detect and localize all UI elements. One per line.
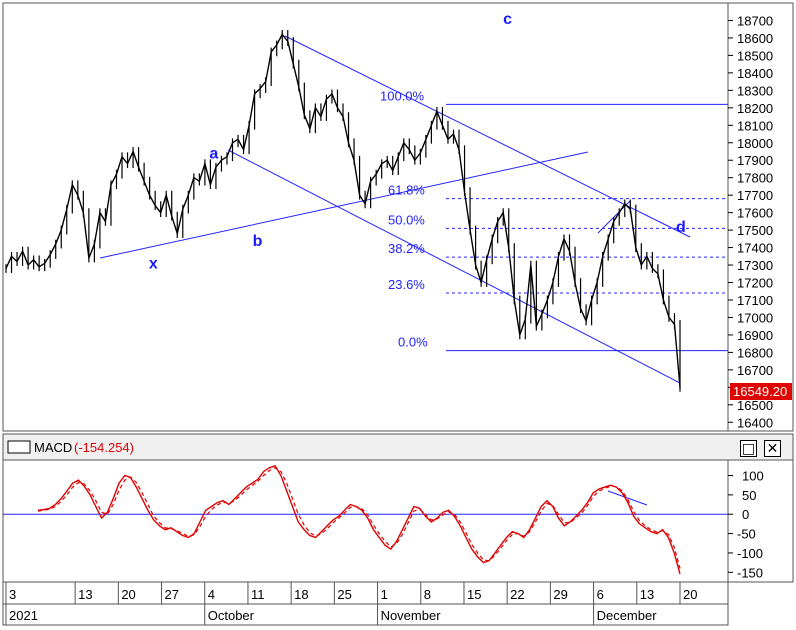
- day-tick-label: 29: [553, 587, 567, 602]
- month-tick-label: November: [381, 608, 442, 623]
- macd-tick-label: 100: [742, 468, 764, 483]
- macd-tick-label: 0: [742, 507, 749, 522]
- day-tick-label: 20: [683, 587, 697, 602]
- price-tick-label: 17200: [737, 276, 773, 291]
- month-tick-label: October: [208, 608, 255, 623]
- day-tick-label: 4: [208, 587, 215, 602]
- price-tick-label: 16700: [737, 363, 773, 378]
- price-tick-label: 17000: [737, 310, 773, 325]
- price-tick-label: 18600: [737, 31, 773, 46]
- price-tick-label: 18000: [737, 136, 773, 151]
- price-tick-label: 18100: [737, 118, 773, 133]
- macd-line: [37, 464, 681, 575]
- wave-label-blue: b: [253, 233, 263, 250]
- price-tick-label: 17400: [737, 241, 773, 256]
- day-tick-label: 15: [467, 587, 481, 602]
- price-tick-label: 16400: [737, 415, 773, 430]
- close-panel-button[interactable]: ✕: [764, 440, 781, 457]
- price-tick-label: 17500: [737, 223, 773, 238]
- day-tick-label: 1: [381, 587, 388, 602]
- trendline: [227, 149, 681, 384]
- wave-label-blue: x: [149, 256, 158, 273]
- wave-label-blue: d: [676, 219, 686, 236]
- last-price-label: 16549.20: [733, 384, 787, 399]
- day-tick-label: 3: [9, 587, 16, 602]
- day-tick-label: 8: [424, 587, 431, 602]
- trendline: [284, 35, 691, 238]
- fib-label: 61.8%: [388, 183, 425, 198]
- price-panel-frame: [2, 2, 729, 432]
- trendline: [607, 490, 648, 506]
- macd-title-bar: [2, 433, 794, 461]
- maximize-panel-button[interactable]: □: [740, 440, 757, 457]
- month-tick-label: December: [597, 608, 658, 623]
- price-tick-label: 18500: [737, 48, 773, 63]
- macd-tick-label: -150: [737, 565, 763, 580]
- day-tick-label: 25: [337, 587, 351, 602]
- macd-panel-frame: [2, 459, 729, 583]
- price-tick-label: 18400: [737, 66, 773, 81]
- day-tick-label: 20: [121, 587, 135, 602]
- price-tick-label: 17300: [737, 258, 773, 273]
- day-tick-label: 6: [597, 587, 604, 602]
- day-tick-label: 18: [294, 587, 308, 602]
- last-price-tag: [730, 383, 792, 400]
- close-icon: ✕: [766, 441, 779, 457]
- macd-value: (-154.254): [74, 440, 134, 455]
- price-tick-label: 17100: [737, 293, 773, 308]
- fib-label: 100.0%: [380, 88, 425, 103]
- macd-tick-label: -50: [737, 527, 756, 542]
- price-line: [5, 33, 681, 388]
- trendline: [99, 151, 589, 259]
- price-tick-label: 17800: [737, 171, 773, 186]
- macd-tick-label: -100: [737, 546, 763, 561]
- day-tick-label: 13: [640, 587, 654, 602]
- signal-line: [37, 467, 681, 569]
- price-tick-label: 17900: [737, 153, 773, 168]
- fib-label: 0.0%: [398, 335, 428, 350]
- price-tick-label: 17700: [737, 188, 773, 203]
- price-tick-label: 17600: [737, 206, 773, 221]
- price-tick-label: 16900: [737, 328, 773, 343]
- maximize-icon: □: [741, 441, 756, 457]
- month-tick-label: 2021: [9, 608, 38, 623]
- day-tick-label: 27: [165, 587, 179, 602]
- price-tick-label: 18200: [737, 101, 773, 116]
- price-axis-frame: [727, 2, 794, 432]
- price-tick-label: 16800: [737, 345, 773, 360]
- day-tick-label: 13: [78, 587, 92, 602]
- macd-title: MACD: [34, 440, 72, 455]
- price-tick-label: 18700: [737, 13, 773, 28]
- macd-tick-label: 50: [742, 488, 756, 503]
- wave-label-blue: c: [503, 11, 512, 28]
- fib-label: 50.0%: [388, 212, 425, 227]
- fib-label: 38.2%: [388, 241, 425, 256]
- day-tick-label: 22: [510, 587, 524, 602]
- wave-label-blue: a: [209, 145, 218, 162]
- macd-panel-icon: [7, 440, 31, 454]
- price-tick-label: 18300: [737, 83, 773, 98]
- day-tick-label: 11: [251, 587, 265, 602]
- price-tick-label: 16500: [737, 398, 773, 413]
- fib-label: 23.6%: [388, 277, 425, 292]
